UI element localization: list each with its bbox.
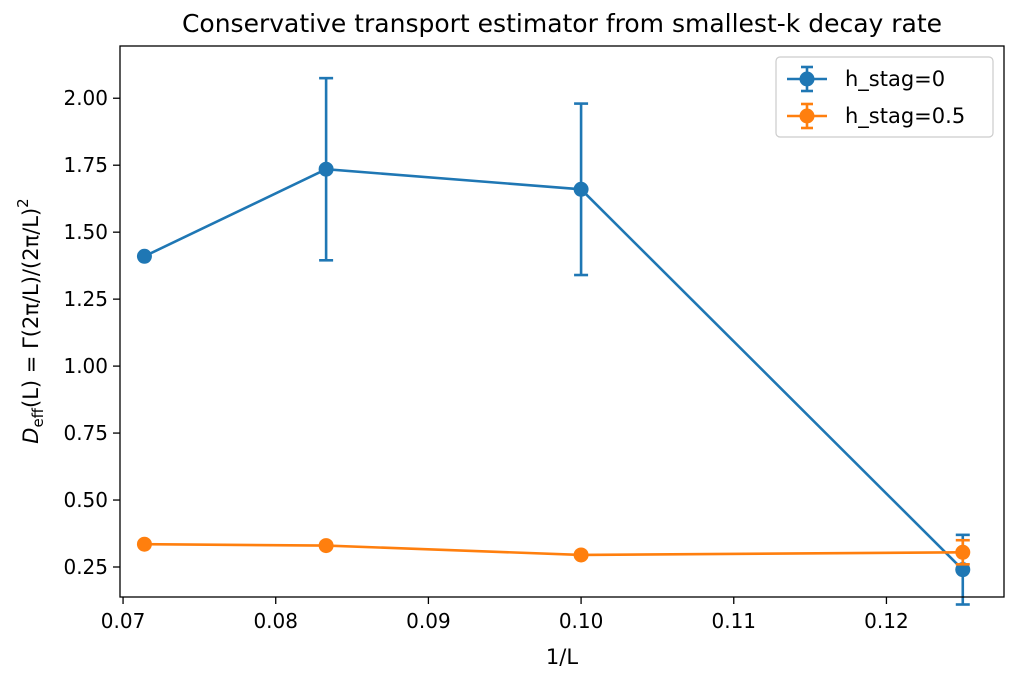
y-axis-label-superscript: 2 xyxy=(14,198,32,208)
x-tick-label: 0.09 xyxy=(406,609,451,633)
y-tick-label: 0.25 xyxy=(63,555,108,579)
series-line xyxy=(143,167,964,571)
data-point xyxy=(318,161,334,177)
legend-label: h_stag=0 xyxy=(845,67,945,92)
x-axis: 0.07 0.08 0.09 0.10 0.11 0.12 xyxy=(101,597,909,633)
data-point xyxy=(955,544,971,560)
data-point xyxy=(136,248,152,264)
series-line xyxy=(144,542,963,557)
data-point xyxy=(573,181,589,197)
y-axis-label-symbol: D xyxy=(19,428,43,444)
legend-item-0: h_stag=0 xyxy=(787,65,945,93)
legend-box xyxy=(775,56,994,138)
y-axis-label-subscript: eff xyxy=(29,407,47,427)
x-tick-label: 0.08 xyxy=(253,609,298,633)
y-tick-label: 2.00 xyxy=(63,86,108,110)
x-tick-label: 0.10 xyxy=(559,609,604,633)
series-1 xyxy=(136,536,971,566)
axes-frame xyxy=(119,45,1005,598)
legend-label: h_stag=0.5 xyxy=(845,104,965,129)
legend: h_stag=0 h_stag=0.5 xyxy=(775,56,994,138)
x-axis-label: 1/L xyxy=(546,645,578,669)
data-point xyxy=(955,562,971,578)
y-axis-label-body: (L) = Γ(2π/L)/(2π/L) xyxy=(19,208,43,408)
data-point xyxy=(136,536,152,552)
legend-marker xyxy=(799,108,815,124)
y-axis: 0.25 0.50 0.75 1.00 1.25 1.50 1.75 2.00 xyxy=(63,86,120,579)
y-axis-label: Deff(L) = Γ(2π/L)/(2π/L)2 xyxy=(14,198,47,443)
x-tick-label: 0.12 xyxy=(864,609,909,633)
data-point xyxy=(318,538,334,554)
plot-area xyxy=(136,76,971,606)
y-tick-label: 1.25 xyxy=(63,287,108,311)
chart-title: Conservative transport estimator from sm… xyxy=(182,9,942,38)
data-point xyxy=(573,547,589,563)
y-tick-label: 1.75 xyxy=(63,153,108,177)
x-tick-label: 0.07 xyxy=(101,609,146,633)
legend-marker xyxy=(799,71,815,87)
x-tick-label: 0.11 xyxy=(711,609,756,633)
series-0 xyxy=(136,76,971,606)
y-tick-label: 0.50 xyxy=(63,488,108,512)
legend-item-1: h_stag=0.5 xyxy=(787,102,965,130)
y-tick-label: 1.50 xyxy=(63,220,108,244)
y-tick-label: 0.75 xyxy=(63,421,108,445)
y-tick-label: 1.00 xyxy=(63,354,108,378)
